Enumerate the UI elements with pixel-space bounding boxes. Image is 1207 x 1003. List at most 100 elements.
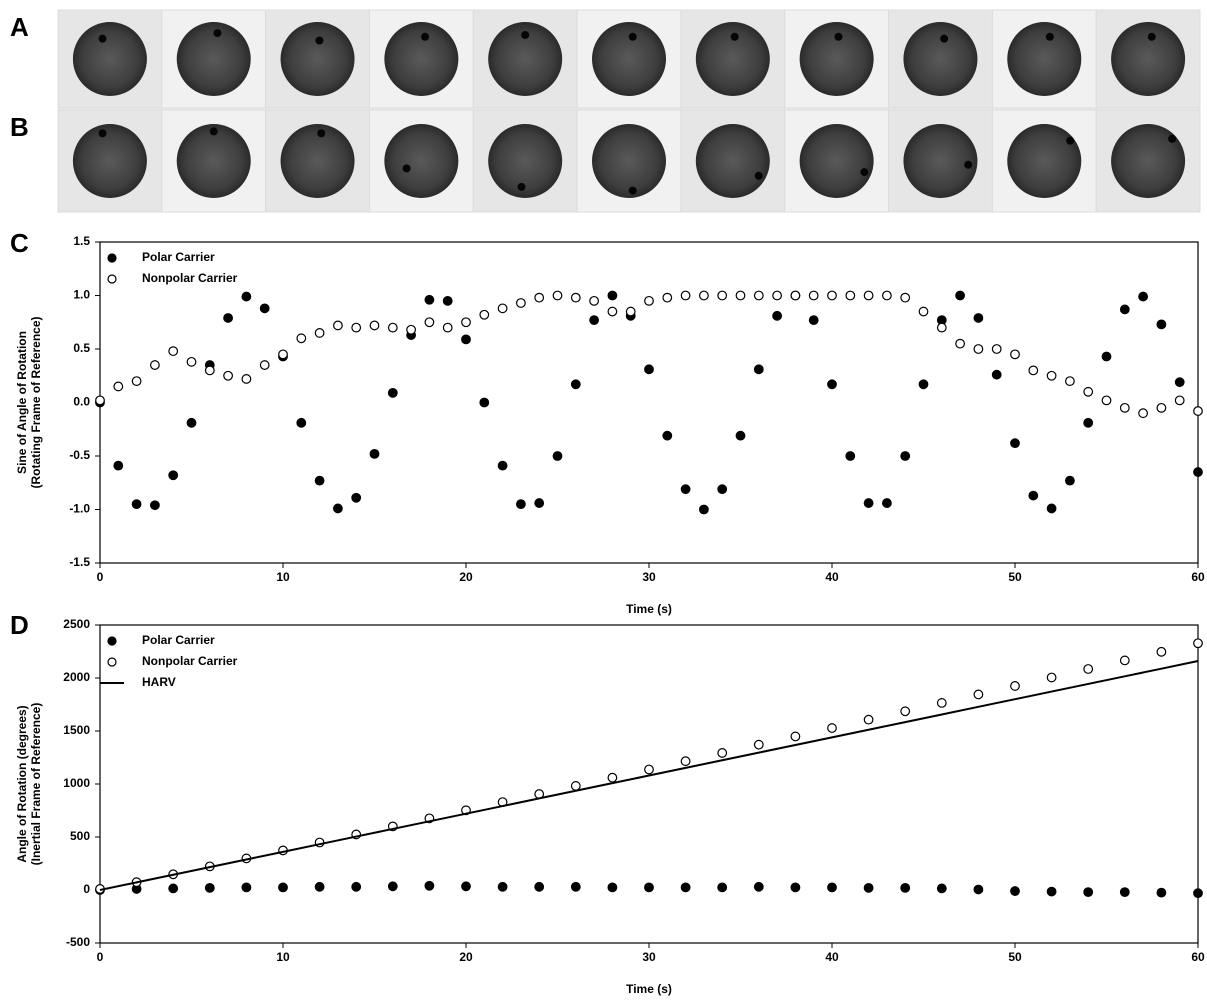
x-tick-label: 40 bbox=[825, 950, 839, 964]
data-point bbox=[625, 306, 636, 317]
sphere bbox=[488, 124, 563, 198]
y-tick-label: 1000 bbox=[63, 776, 90, 790]
data-point bbox=[955, 338, 965, 349]
data-point bbox=[369, 320, 380, 331]
sphere bbox=[1007, 22, 1082, 96]
data-point bbox=[168, 470, 179, 481]
plot-frame bbox=[99, 241, 1199, 564]
data-point bbox=[808, 290, 819, 301]
particle bbox=[1045, 32, 1054, 41]
particle bbox=[834, 32, 843, 41]
sphere bbox=[72, 22, 147, 96]
y-tick-label: -1.0 bbox=[69, 502, 90, 516]
data-point bbox=[1156, 402, 1167, 413]
sphere bbox=[280, 22, 355, 96]
data-point bbox=[552, 451, 563, 461]
panel-label: B bbox=[10, 112, 29, 142]
data-point bbox=[424, 294, 435, 305]
data-point bbox=[680, 290, 691, 301]
data-point bbox=[845, 290, 856, 301]
sphere bbox=[488, 22, 563, 96]
particle bbox=[98, 34, 107, 43]
data-point bbox=[259, 360, 270, 370]
data-point bbox=[735, 430, 746, 441]
sphere bbox=[799, 124, 874, 198]
x-tick-label: 0 bbox=[97, 950, 104, 964]
data-point bbox=[863, 498, 874, 508]
x-tick-label: 50 bbox=[1008, 570, 1022, 584]
data-point bbox=[882, 498, 892, 508]
sphere bbox=[72, 124, 147, 198]
data-point bbox=[662, 430, 673, 441]
data-point bbox=[131, 376, 142, 387]
x-tick-label: 60 bbox=[1191, 950, 1205, 964]
data-point bbox=[863, 290, 874, 301]
data-point bbox=[241, 882, 252, 893]
data-point bbox=[1138, 291, 1148, 302]
data-point bbox=[570, 379, 581, 390]
data-point bbox=[1028, 490, 1039, 501]
y-tick-label: 0 bbox=[83, 882, 90, 896]
particle bbox=[730, 32, 739, 41]
data-point bbox=[1193, 638, 1203, 649]
data-point bbox=[387, 881, 398, 892]
y-axis-title: Angle of Rotation (degrees) bbox=[15, 705, 29, 862]
data-point bbox=[296, 417, 307, 428]
data-point bbox=[973, 884, 984, 895]
y-tick-label: -500 bbox=[66, 935, 90, 949]
panel-label: D bbox=[10, 610, 29, 640]
data-point bbox=[607, 290, 618, 301]
data-point bbox=[753, 739, 764, 750]
data-point bbox=[680, 882, 691, 893]
x-axis-title: Time (s) bbox=[626, 602, 672, 616]
x-tick-label: 40 bbox=[825, 570, 839, 584]
data-point bbox=[900, 882, 911, 893]
y-tick-label: 2000 bbox=[63, 670, 90, 684]
data-point bbox=[516, 499, 526, 510]
particle bbox=[209, 127, 218, 136]
data-point bbox=[900, 292, 911, 303]
legend-label: Polar Carrier bbox=[142, 633, 215, 647]
data-point bbox=[808, 315, 819, 326]
legend-label: HARV bbox=[142, 675, 176, 689]
data-point bbox=[827, 379, 837, 390]
data-point bbox=[973, 313, 984, 323]
sphere bbox=[280, 124, 355, 198]
legend-key bbox=[107, 274, 117, 284]
data-point bbox=[149, 360, 160, 370]
data-point bbox=[314, 881, 325, 892]
data-point bbox=[589, 315, 599, 326]
particle bbox=[517, 182, 526, 191]
sphere bbox=[695, 124, 770, 198]
sphere bbox=[799, 22, 874, 96]
data-point bbox=[570, 292, 581, 303]
y-axis-title: Sine of Angle of Rotation bbox=[15, 331, 29, 474]
data-point bbox=[516, 298, 526, 308]
data-point bbox=[680, 756, 691, 767]
data-point bbox=[479, 397, 490, 408]
plot-frame bbox=[99, 624, 1199, 944]
data-point bbox=[186, 356, 197, 367]
data-point bbox=[1193, 406, 1203, 416]
particle bbox=[315, 36, 324, 45]
data-point bbox=[717, 882, 728, 893]
y-axis-title: (Inertial Frame of Reference) bbox=[29, 703, 43, 866]
data-point bbox=[845, 451, 856, 461]
data-point bbox=[497, 460, 508, 471]
particle bbox=[1066, 136, 1075, 145]
y-axis-title: (Rotating Frame of Reference) bbox=[29, 316, 43, 488]
data-point bbox=[186, 417, 197, 428]
data-point bbox=[1046, 672, 1057, 683]
data-point bbox=[1101, 351, 1112, 362]
y-tick-label: 1.0 bbox=[73, 288, 90, 302]
particle bbox=[213, 29, 222, 38]
data-point bbox=[149, 500, 160, 511]
x-tick-label: 50 bbox=[1008, 950, 1022, 964]
data-point bbox=[278, 349, 288, 360]
y-tick-label: -1.5 bbox=[69, 555, 90, 569]
data-point bbox=[131, 499, 142, 510]
sphere bbox=[903, 22, 978, 96]
data-point bbox=[1083, 386, 1094, 397]
data-point bbox=[1010, 349, 1020, 360]
data-point bbox=[662, 292, 673, 303]
